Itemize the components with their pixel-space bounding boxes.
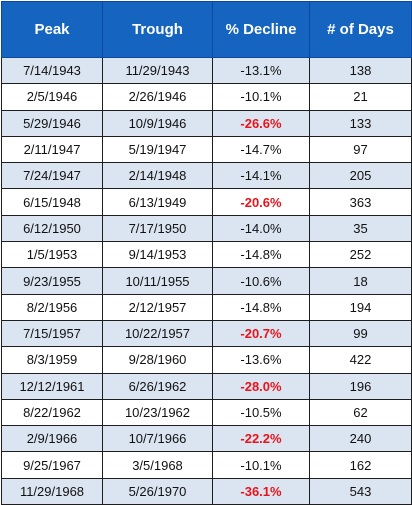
header-peak: Peak — [1, 1, 103, 58]
days-cell: 194 — [309, 293, 412, 321]
decline-cell: -20.6% — [212, 188, 310, 216]
days-cell: 138 — [309, 56, 412, 85]
decline-cell: -10.1% — [212, 83, 310, 111]
table-row: 2/9/1966 10/7/1966 -22.2% 240 — [1, 425, 412, 453]
trough-cell: 3/5/1968 — [102, 451, 213, 479]
trough-cell: 6/13/1949 — [102, 188, 213, 216]
peak-cell: 2/11/1947 — [1, 135, 103, 164]
days-cell: 240 — [309, 425, 412, 453]
decline-cell: -10.5% — [212, 398, 310, 427]
table-row: 2/5/1946 2/26/1946 -10.1% 21 — [1, 83, 412, 111]
table-row: 6/12/1950 7/17/1950 -14.0% 35 — [1, 214, 412, 243]
trough-cell: 2/14/1948 — [102, 162, 213, 190]
trough-cell: 10/9/1946 — [102, 109, 213, 137]
peak-cell: 8/22/1962 — [1, 398, 103, 427]
decline-cell: -10.6% — [212, 267, 310, 295]
header-row: Peak Trough % Decline # of Days — [1, 1, 412, 58]
days-cell: 422 — [309, 346, 412, 374]
trough-cell: 7/17/1950 — [102, 214, 213, 243]
table-header: Peak Trough % Decline # of Days — [1, 1, 412, 58]
days-cell: 205 — [309, 162, 412, 190]
trough-cell: 2/26/1946 — [102, 83, 213, 111]
decline-cell: -13.1% — [212, 56, 310, 85]
days-cell: 62 — [309, 398, 412, 427]
decline-cell: -14.1% — [212, 162, 310, 190]
days-cell: 99 — [309, 319, 412, 348]
days-cell: 133 — [309, 109, 412, 137]
table-row: 7/15/1957 10/22/1957 -20.7% 99 — [1, 319, 412, 348]
days-cell: 35 — [309, 214, 412, 243]
decline-cell: -14.8% — [212, 293, 310, 321]
decline-cell: -13.6% — [212, 346, 310, 374]
trough-cell: 5/26/1970 — [102, 477, 213, 505]
decline-cell: -14.8% — [212, 241, 310, 269]
days-cell: 21 — [309, 83, 412, 111]
days-cell: 18 — [309, 267, 412, 295]
peak-cell: 11/29/1968 — [1, 477, 103, 505]
peak-cell: 7/15/1957 — [1, 319, 103, 348]
trough-cell: 10/23/1962 — [102, 398, 213, 427]
trough-cell: 10/22/1957 — [102, 319, 213, 348]
decline-cell: -14.0% — [212, 214, 310, 243]
peak-cell: 8/3/1959 — [1, 346, 103, 374]
table-body: 7/14/1943 11/29/1943 -13.1% 138 2/5/1946 2/26… — [1, 56, 412, 505]
peak-cell: 9/23/1955 — [1, 267, 103, 295]
days-cell: 97 — [309, 135, 412, 164]
decline-cell: -20.7% — [212, 319, 310, 348]
trough-cell: 11/29/1943 — [102, 56, 213, 85]
table-row: 7/24/1947 2/14/1948 -14.1% 205 — [1, 162, 412, 190]
trough-cell: 5/19/1947 — [102, 135, 213, 164]
trough-cell: 2/12/1957 — [102, 293, 213, 321]
decline-cell: -10.1% — [212, 451, 310, 479]
trough-cell: 6/26/1962 — [102, 372, 213, 400]
decline-cell: -28.0% — [212, 372, 310, 400]
table-row: 1/5/1953 9/14/1953 -14.8% 252 — [1, 241, 412, 269]
days-cell: 162 — [309, 451, 412, 479]
peak-cell: 2/5/1946 — [1, 83, 103, 111]
table-row: 12/12/1961 6/26/1962 -28.0% 196 — [1, 372, 412, 400]
table-row: 8/3/1959 9/28/1960 -13.6% 422 — [1, 346, 412, 374]
trough-cell: 10/11/1955 — [102, 267, 213, 295]
decline-cell: -36.1% — [212, 477, 310, 505]
peak-cell: 12/12/1961 — [1, 372, 103, 400]
table-row: 8/22/1962 10/23/1962 -10.5% 62 — [1, 398, 412, 427]
peak-cell: 8/2/1956 — [1, 293, 103, 321]
header-trough: Trough — [102, 1, 213, 58]
peak-cell: 7/24/1947 — [1, 162, 103, 190]
peak-cell: 1/5/1953 — [1, 241, 103, 269]
table-row: 7/14/1943 11/29/1943 -13.1% 138 — [1, 56, 412, 85]
table-row: 5/29/1946 10/9/1946 -26.6% 133 — [1, 109, 412, 137]
days-cell: 363 — [309, 188, 412, 216]
days-cell: 543 — [309, 477, 412, 505]
trough-cell: 10/7/1966 — [102, 425, 213, 453]
table-row: 8/2/1956 2/12/1957 -14.8% 194 — [1, 293, 412, 321]
header-number-of-days: # of Days — [309, 1, 412, 58]
table-row: 2/11/1947 5/19/1947 -14.7% 97 — [1, 135, 412, 164]
table-row: 9/23/1955 10/11/1955 -10.6% 18 — [1, 267, 412, 295]
peak-cell: 7/14/1943 — [1, 56, 103, 85]
table-row: 9/25/1967 3/5/1968 -10.1% 162 — [1, 451, 412, 479]
header-percent-decline: % Decline — [212, 1, 310, 58]
trough-cell: 9/14/1953 — [102, 241, 213, 269]
peak-cell: 6/15/1948 — [1, 188, 103, 216]
table-row: 6/15/1948 6/13/1949 -20.6% 363 — [1, 188, 412, 216]
decline-cell: -14.7% — [212, 135, 310, 164]
peak-cell: 9/25/1967 — [1, 451, 103, 479]
days-cell: 252 — [309, 241, 412, 269]
table-row: 11/29/1968 5/26/1970 -36.1% 543 — [1, 477, 412, 505]
trough-cell: 9/28/1960 — [102, 346, 213, 374]
decline-cell: -26.6% — [212, 109, 310, 137]
peak-cell: 6/12/1950 — [1, 214, 103, 243]
peak-cell: 2/9/1966 — [1, 425, 103, 453]
days-cell: 196 — [309, 372, 412, 400]
peak-cell: 5/29/1946 — [1, 109, 103, 137]
decline-cell: -22.2% — [212, 425, 310, 453]
